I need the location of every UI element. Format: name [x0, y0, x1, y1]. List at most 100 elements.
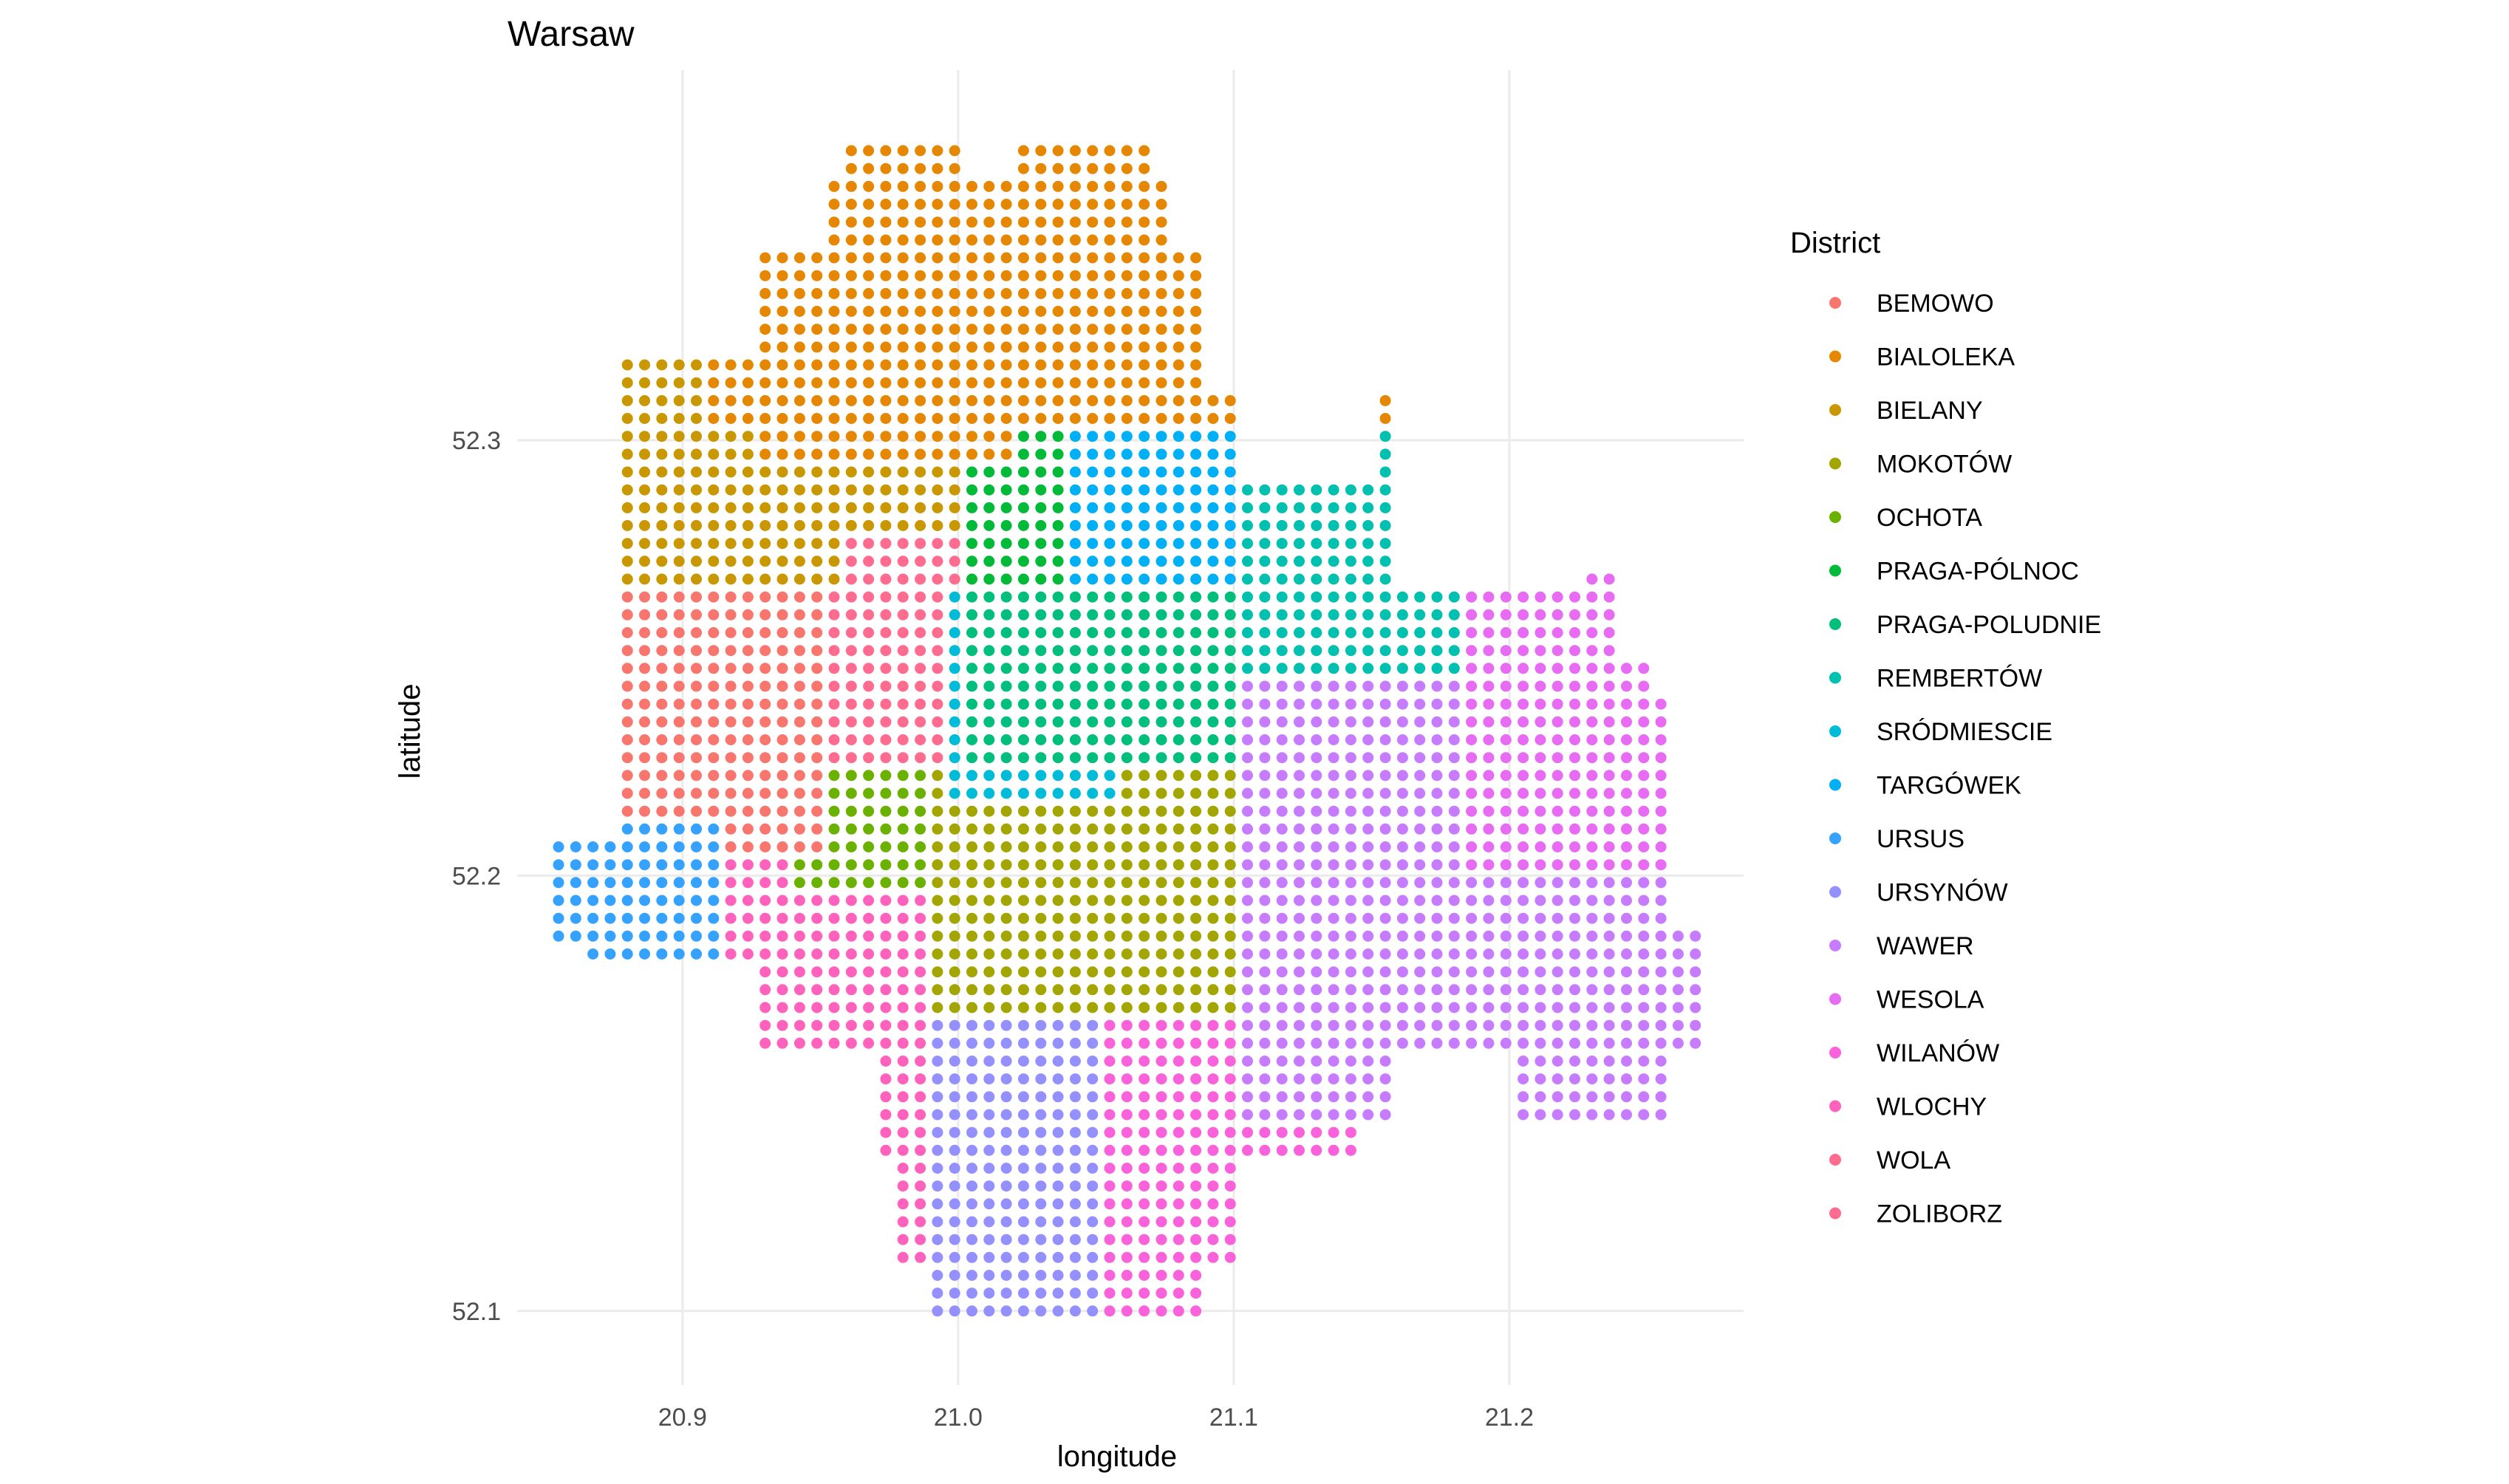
point-ursynów [1035, 1056, 1047, 1067]
point-bialoleka [1000, 199, 1012, 210]
y-tick-label: 52.2 [452, 862, 501, 890]
point-bielany [639, 377, 650, 389]
point-bemowo [691, 787, 702, 799]
point-wawer [1396, 680, 1408, 692]
point-wlochy [828, 948, 840, 960]
point-rembertów [1379, 663, 1391, 674]
point-mokotów [1069, 948, 1081, 960]
point-bemowo [811, 716, 823, 728]
point-wawer [1638, 1019, 1650, 1031]
point-rembertów [1362, 663, 1374, 674]
point-wilanów [1139, 1073, 1150, 1085]
point-wlochy [915, 1056, 926, 1067]
point-rembertów [1276, 663, 1288, 674]
point-mokotów [1224, 859, 1236, 871]
point-ursynów [966, 1216, 977, 1228]
point-bialoleka [1017, 306, 1029, 317]
point-wawer [1259, 1002, 1271, 1013]
point-wola [845, 698, 857, 710]
point-bialoleka [983, 252, 995, 264]
point-rembertów [1242, 627, 1253, 638]
point-wesola [1586, 787, 1598, 799]
point-praga-poludnie [1190, 591, 1202, 603]
point-rembertów [1328, 627, 1339, 638]
point-wlochy [759, 1002, 771, 1013]
point-wesola [1535, 823, 1546, 835]
legend-key [1829, 1207, 1841, 1220]
point-mokotów [1035, 966, 1047, 978]
point-bemowo [673, 645, 685, 657]
point-wola [897, 698, 909, 710]
point-mokotów [1139, 877, 1150, 889]
point-wilanów [1139, 1163, 1150, 1174]
point-wlochy [897, 1144, 909, 1156]
point-wola [880, 734, 892, 745]
point-wawer [1414, 930, 1426, 942]
point-ursus [621, 823, 633, 835]
point-wawer [1328, 1056, 1339, 1067]
point-ochota [845, 877, 857, 889]
point-ursynów [949, 1198, 960, 1210]
point-ursynów [1035, 1216, 1047, 1228]
point-praga-poludnie [1139, 609, 1150, 620]
point-bialoleka [811, 413, 823, 424]
point-zoliborz [863, 573, 875, 585]
point-mokotów [1052, 984, 1064, 996]
point-bielany [621, 555, 633, 567]
point-praga-poludnie [1139, 752, 1150, 764]
point-praga-poludnie [1139, 645, 1150, 657]
point-ursynów [1052, 1126, 1064, 1138]
point-bemowo [673, 680, 685, 692]
point-wawer [1414, 770, 1426, 782]
point-mokotów [1172, 1002, 1184, 1013]
point-wesola [1483, 716, 1495, 728]
point-ursus [639, 948, 650, 960]
point-rembertów [1448, 627, 1460, 638]
point-wlochy [915, 1234, 926, 1245]
point-ursynów [1052, 1288, 1064, 1299]
point-wawer [1259, 966, 1271, 978]
point-praga-poludnie [1172, 680, 1184, 692]
point-bialoleka [845, 163, 857, 174]
point-ursus [587, 948, 599, 960]
point-praga-pólnoc [983, 520, 995, 531]
point-wawer [1535, 877, 1546, 889]
point-wawer [1552, 895, 1563, 906]
point-ursynów [1052, 1198, 1064, 1210]
point-praga-poludnie [1000, 609, 1012, 620]
point-praga-poludnie [1000, 752, 1012, 764]
point-mokotów [1000, 895, 1012, 906]
point-wawer [1586, 1109, 1598, 1121]
point-wlochy [828, 895, 840, 906]
point-wawer [1328, 859, 1339, 871]
point-wesola [1569, 609, 1580, 620]
point-mokotów [1207, 841, 1219, 852]
point-praga-poludnie [1104, 680, 1116, 692]
point-wawer [1379, 859, 1391, 871]
point-bialoleka [897, 199, 909, 210]
point-sródmiescie [949, 770, 960, 782]
legend-label: WILANÓW [1877, 1039, 1999, 1067]
point-praga-pólnoc [1052, 573, 1064, 585]
point-targówek [1139, 431, 1150, 442]
point-targówek [1190, 466, 1202, 478]
point-wawer [1294, 841, 1305, 852]
point-praga-poludnie [1190, 680, 1202, 692]
point-bialoleka [1087, 341, 1099, 353]
point-bielany [673, 555, 685, 567]
point-wlochy [880, 966, 892, 978]
point-bialoleka [1190, 413, 1202, 424]
point-wawer [1535, 1002, 1546, 1013]
point-bemowo [621, 805, 633, 817]
point-wlochy [915, 948, 926, 960]
point-praga-poludnie [1069, 680, 1081, 692]
point-wilanów [1104, 1180, 1116, 1192]
point-targówek [1190, 538, 1202, 550]
point-rembertów [1345, 573, 1356, 585]
point-mokotów [1190, 912, 1202, 924]
point-bielany [725, 573, 737, 585]
point-rembertów [1345, 627, 1356, 638]
point-ursynów [1069, 1251, 1081, 1263]
point-bialoleka [1121, 180, 1133, 192]
point-rembertów [1259, 663, 1271, 674]
